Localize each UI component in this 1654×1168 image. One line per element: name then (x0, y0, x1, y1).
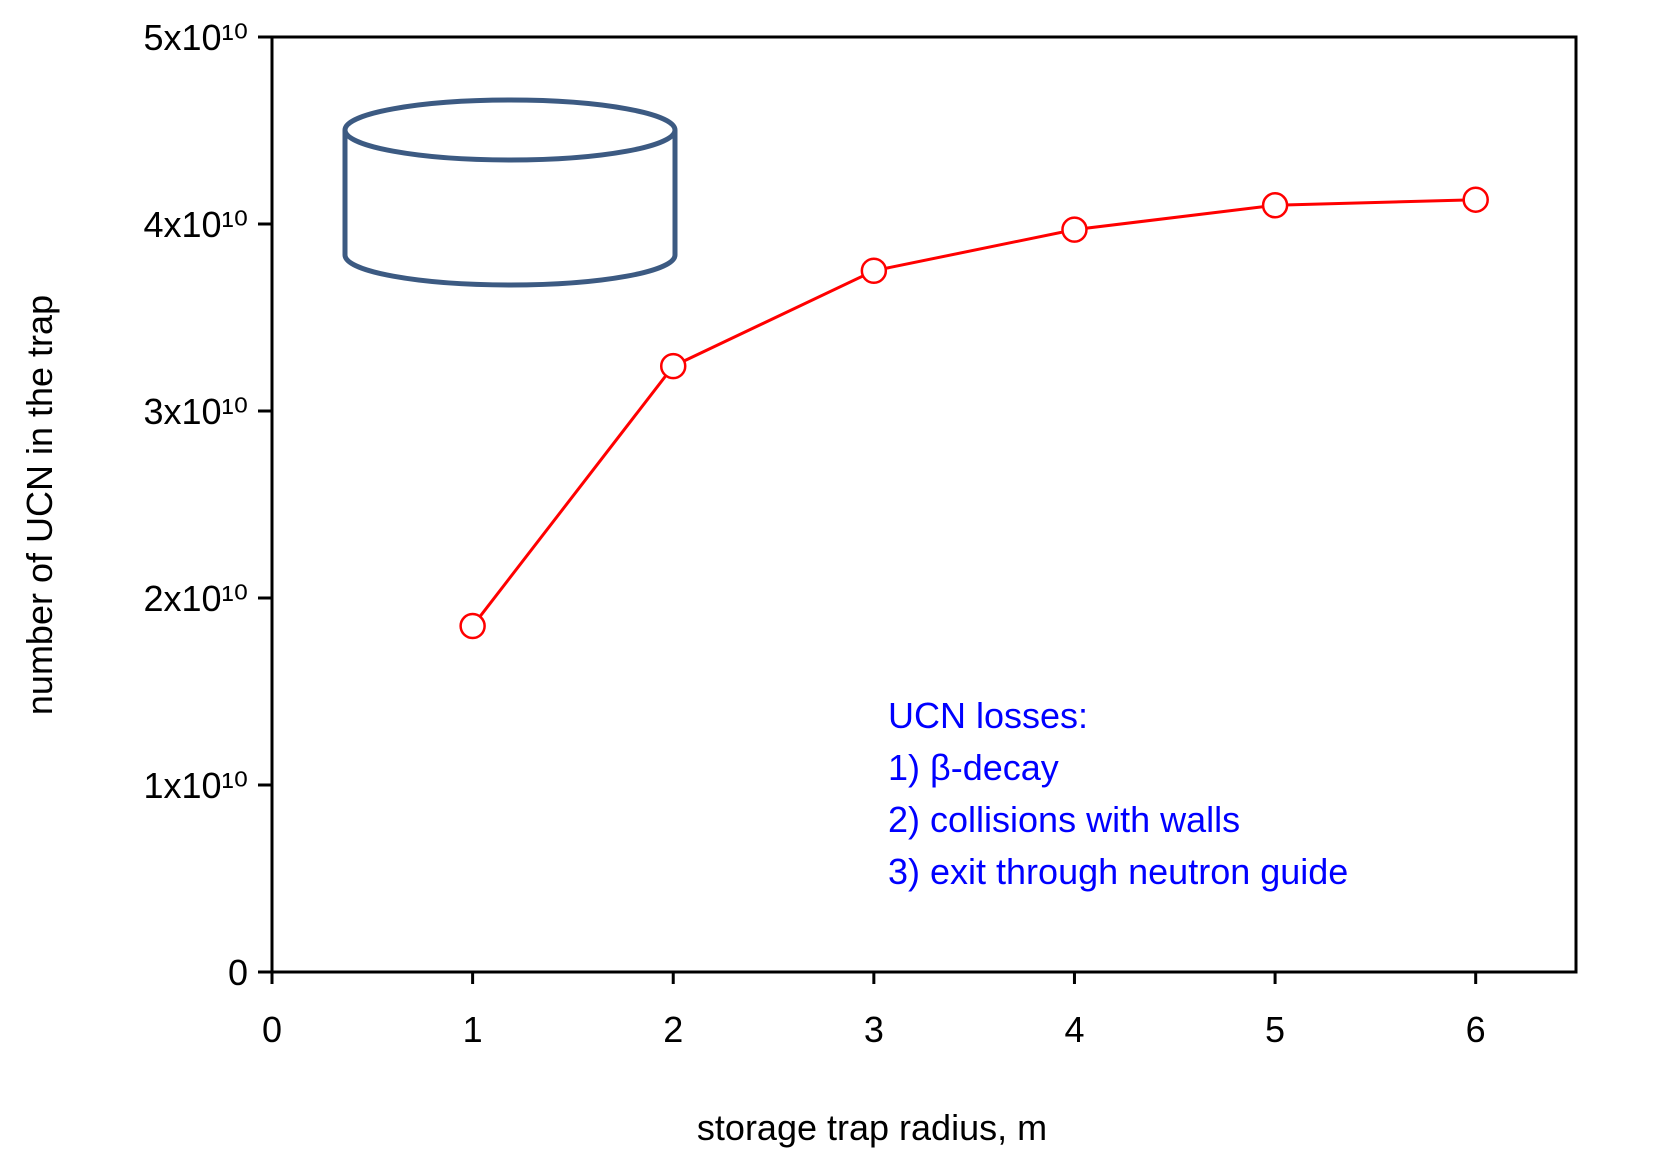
y-axis-label: number of UCN in the trap (19, 295, 60, 715)
y-tick-label: 2x10¹⁰ (144, 578, 248, 619)
y-tick-label: 4x10¹⁰ (144, 204, 248, 245)
y-tick-label: 1x10¹⁰ (144, 765, 248, 806)
data-line (471, 198, 1476, 627)
x-tick-label: 2 (663, 1009, 683, 1050)
x-tick-label: 1 (463, 1009, 483, 1050)
annotation: 3) exit through neutron guide (888, 851, 1348, 892)
data-point (1462, 186, 1489, 213)
annotation: UCN losses: (888, 695, 1088, 736)
data-point (1061, 216, 1088, 243)
data-point (659, 352, 687, 380)
x-tick-label: 5 (1265, 1009, 1285, 1050)
data-point (459, 612, 486, 640)
y-tick-label: 5x10¹⁰ (144, 17, 248, 58)
x-axis-label: storage trap radius, m (697, 1107, 1047, 1148)
x-tick-label: 4 (1064, 1009, 1084, 1050)
annotation: 1) β-decay (888, 747, 1059, 788)
trap-icon-body (342, 130, 678, 288)
x-tick-label: 3 (864, 1009, 884, 1050)
data-point (860, 257, 888, 284)
y-tick-label: 3x10¹⁰ (144, 391, 248, 432)
trap-icon-top (342, 97, 678, 163)
x-tick-label: 0 (262, 1009, 282, 1050)
data-point (1261, 192, 1289, 219)
trap-icon (342, 97, 678, 288)
plot-frame (270, 35, 1578, 974)
annotation: 2) collisions with walls (888, 799, 1240, 840)
x-tick-label: 6 (1466, 1009, 1486, 1050)
y-tick-label: 0 (228, 952, 248, 993)
